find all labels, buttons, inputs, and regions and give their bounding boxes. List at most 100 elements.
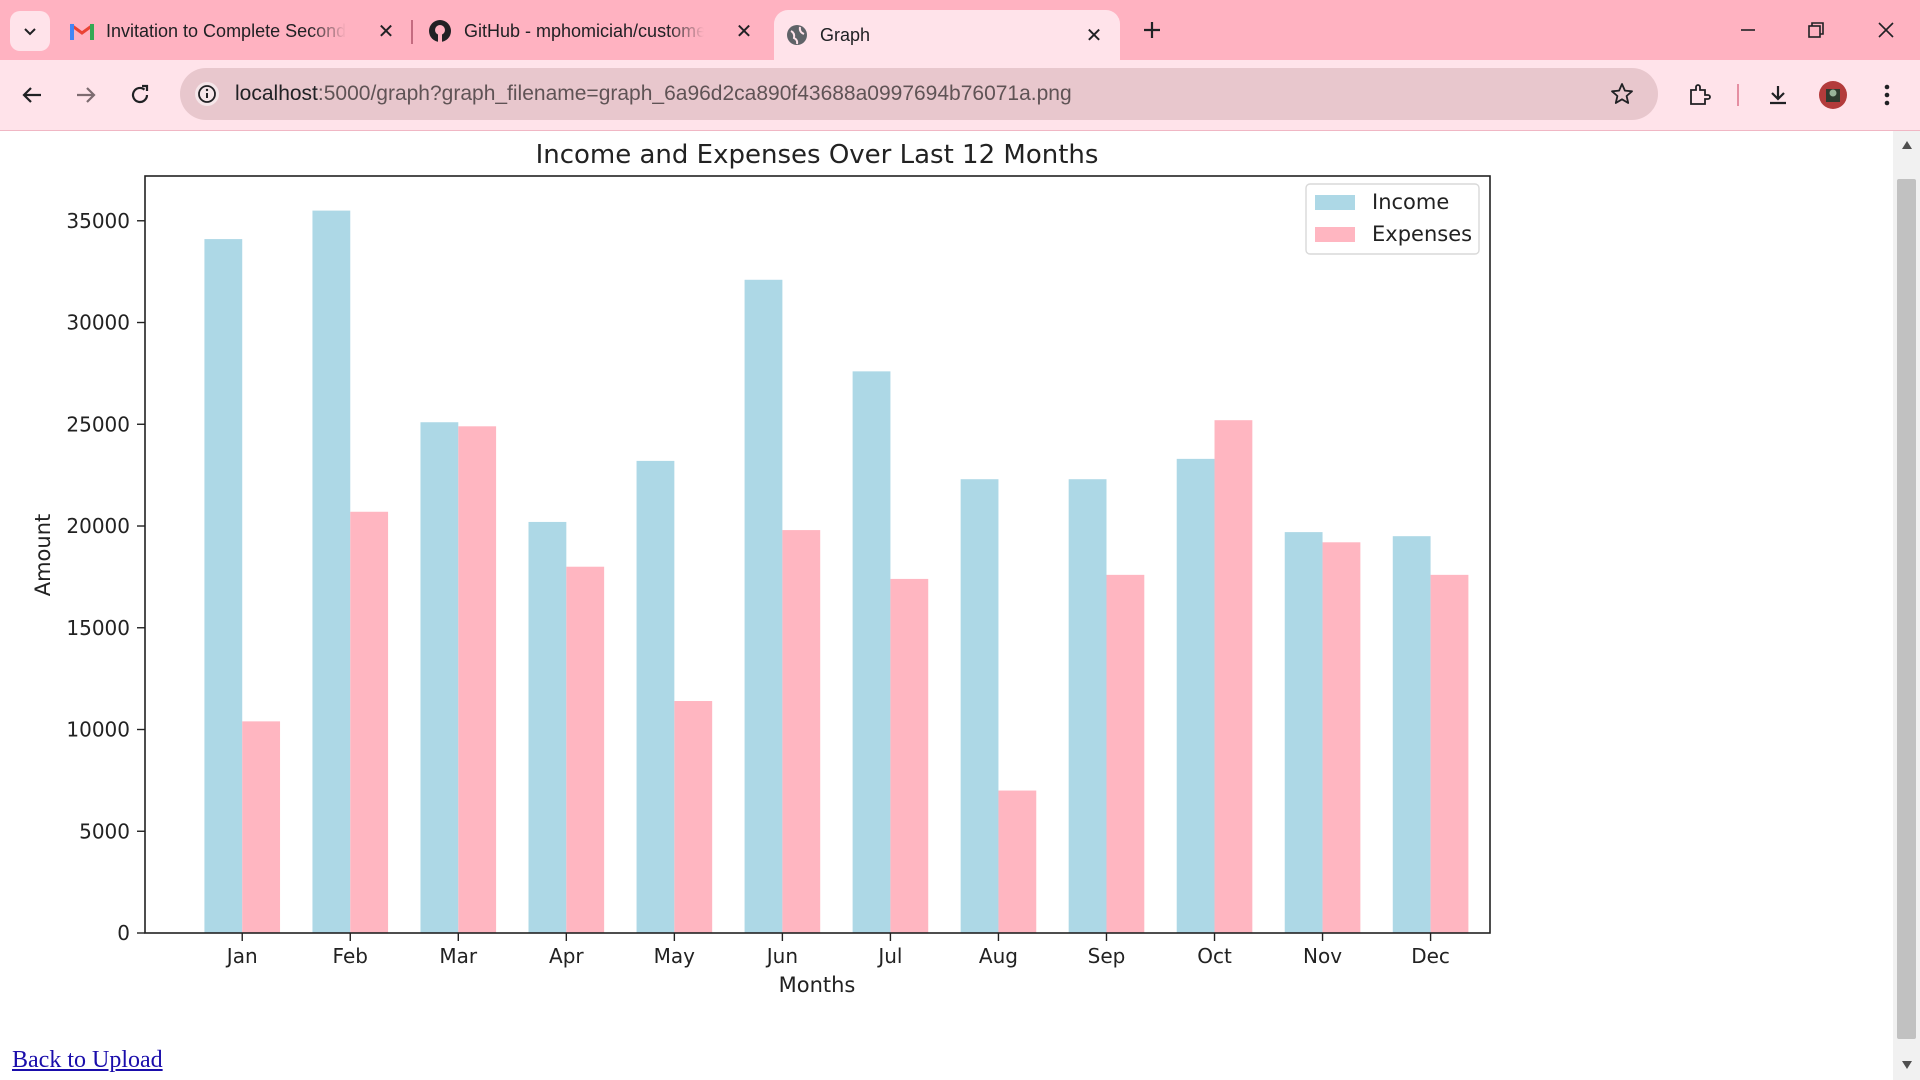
triangle-up-icon bbox=[1901, 141, 1912, 149]
url-path: :5000/graph?graph_filename=graph_6a96d2c… bbox=[317, 82, 1072, 105]
y-tick-label: 35000 bbox=[66, 209, 130, 233]
bar-income-jun bbox=[744, 279, 783, 934]
x-tick-label: Jul bbox=[876, 944, 902, 968]
legend-label-income: Income bbox=[1372, 190, 1449, 214]
bar-income-apr bbox=[528, 521, 567, 933]
scroll-down-arrow[interactable] bbox=[1893, 1053, 1920, 1077]
close-icon[interactable]: ✕ bbox=[1085, 24, 1103, 47]
back-button[interactable] bbox=[12, 75, 52, 115]
x-tick-label: Sep bbox=[1088, 944, 1126, 968]
tab-github[interactable]: GitHub - mphomiciah/customer ✕ bbox=[428, 10, 758, 52]
bar-expenses-apr bbox=[566, 566, 605, 933]
tab-title: Graph bbox=[820, 24, 871, 45]
restore-icon bbox=[1808, 22, 1824, 38]
bar-expenses-dec bbox=[1430, 574, 1469, 933]
profile-button[interactable] bbox=[1813, 75, 1853, 115]
url-host: localhost bbox=[235, 82, 318, 105]
puzzle-icon bbox=[1690, 84, 1711, 105]
globe-icon bbox=[787, 25, 807, 45]
y-tick-label: 5000 bbox=[79, 819, 130, 843]
legend-swatch-income bbox=[1315, 195, 1355, 210]
bar-expenses-mar bbox=[458, 426, 497, 933]
bar-expenses-aug bbox=[998, 790, 1037, 933]
address-bar[interactable]: localhost:5000/graph?graph_filename=grap… bbox=[180, 68, 1658, 120]
y-tick-label: 10000 bbox=[66, 718, 130, 742]
bar-income-mar bbox=[420, 422, 459, 933]
bar-expenses-jun bbox=[782, 530, 821, 933]
vertical-scrollbar[interactable] bbox=[1893, 131, 1920, 1080]
close-icon bbox=[1878, 22, 1894, 38]
scroll-up-arrow[interactable] bbox=[1893, 133, 1920, 157]
bar-income-aug bbox=[960, 479, 999, 933]
toolbar-divider bbox=[1737, 84, 1739, 106]
site-info-icon[interactable] bbox=[194, 81, 220, 107]
close-icon[interactable]: ✕ bbox=[377, 20, 395, 43]
y-tick-label: 15000 bbox=[66, 616, 130, 640]
bar-expenses-feb bbox=[350, 511, 389, 933]
gmail-icon bbox=[70, 23, 94, 40]
menu-button[interactable] bbox=[1867, 75, 1907, 115]
y-axis-label: Amount bbox=[31, 514, 55, 597]
x-tick-label: Nov bbox=[1303, 944, 1342, 968]
browser-toolbar: localhost:5000/graph?graph_filename=grap… bbox=[0, 60, 1920, 131]
plus-icon bbox=[1144, 22, 1160, 38]
bar-income-oct bbox=[1176, 458, 1215, 933]
bar-income-sep bbox=[1068, 479, 1107, 933]
x-tick-label: Dec bbox=[1411, 944, 1450, 968]
star-icon[interactable] bbox=[1610, 82, 1634, 106]
page-content: Income and Expenses Over Last 12 Months … bbox=[0, 131, 1893, 1080]
close-window-button[interactable] bbox=[1862, 10, 1910, 50]
bar-income-nov bbox=[1284, 532, 1323, 933]
x-tick-label: Aug bbox=[979, 944, 1018, 968]
tab-title: GitHub - mphomiciah/customer bbox=[464, 20, 704, 41]
x-tick-label: Oct bbox=[1197, 944, 1232, 968]
url-text[interactable]: localhost:5000/graph?graph_filename=grap… bbox=[235, 68, 1072, 120]
back-to-upload-link[interactable]: Back to Upload bbox=[12, 1047, 163, 1073]
x-axis-label: Months bbox=[779, 973, 856, 997]
bar-income-may bbox=[636, 460, 675, 933]
github-icon bbox=[429, 20, 451, 42]
arrow-left-icon bbox=[22, 87, 41, 103]
y-tick-label: 30000 bbox=[66, 311, 130, 335]
legend-swatch-expenses bbox=[1315, 227, 1355, 242]
bar-income-jan bbox=[204, 239, 243, 933]
legend: Income Expenses bbox=[1305, 183, 1480, 255]
reload-icon bbox=[131, 84, 149, 104]
plot-frame bbox=[144, 175, 1491, 934]
tab-graph[interactable]: Graph ✕ bbox=[774, 10, 1120, 60]
chart-title: Income and Expenses Over Last 12 Months bbox=[536, 140, 1099, 170]
legend-label-expenses: Expenses bbox=[1372, 222, 1472, 246]
bar-expenses-oct bbox=[1214, 420, 1253, 933]
minimize-button[interactable] bbox=[1724, 10, 1772, 50]
tab-search-button[interactable] bbox=[10, 11, 50, 51]
bar-expenses-sep bbox=[1106, 574, 1145, 933]
close-icon[interactable]: ✕ bbox=[735, 20, 753, 43]
bar-income-dec bbox=[1392, 536, 1431, 933]
chevron-down-icon bbox=[24, 28, 36, 36]
x-tick-label: Jun bbox=[765, 944, 798, 968]
y-tick-label: 25000 bbox=[66, 412, 130, 436]
tab-strip: Invitation to Complete Second Round ✕ Gi… bbox=[0, 0, 1920, 60]
x-tick-label: Jan bbox=[225, 944, 258, 968]
new-tab-button[interactable] bbox=[1136, 14, 1168, 46]
more-vertical-icon bbox=[1884, 84, 1890, 106]
y-tick-label: 20000 bbox=[66, 514, 130, 538]
restore-button[interactable] bbox=[1792, 10, 1840, 50]
bar-expenses-jul bbox=[890, 578, 929, 933]
bar-expenses-nov bbox=[1322, 542, 1361, 933]
income-expenses-chart: Income and Expenses Over Last 12 Months … bbox=[31, 140, 1491, 997]
x-tick-label: May bbox=[654, 944, 696, 968]
downloads-button[interactable] bbox=[1758, 75, 1798, 115]
y-tick-label: 0 bbox=[117, 921, 130, 945]
tab-gmail[interactable]: Invitation to Complete Second Round ✕ bbox=[70, 10, 400, 52]
download-icon bbox=[1770, 86, 1786, 105]
forward-button[interactable] bbox=[66, 75, 106, 115]
extensions-button[interactable] bbox=[1679, 75, 1719, 115]
scrollbar-thumb[interactable] bbox=[1897, 179, 1916, 1039]
triangle-down-icon bbox=[1901, 1061, 1912, 1069]
x-tick-label: Mar bbox=[439, 944, 478, 968]
bar-expenses-jan bbox=[242, 721, 281, 933]
reload-button[interactable] bbox=[120, 75, 160, 115]
x-tick-label: Apr bbox=[549, 944, 584, 968]
tab-divider bbox=[411, 20, 413, 44]
